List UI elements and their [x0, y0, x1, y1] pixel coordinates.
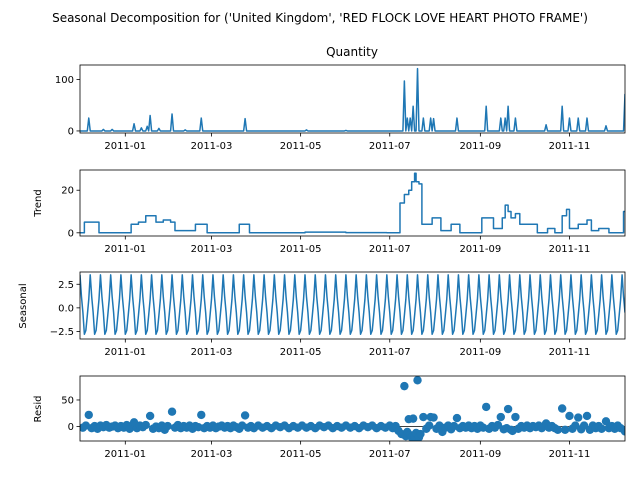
resid-point — [574, 413, 583, 422]
quantity-panel: Quantity 0 100 2011-01 2011-03 2011-05 2011-0… — [55, 45, 626, 152]
y-tick-label: 20 — [61, 186, 74, 197]
plot-area — [80, 274, 625, 336]
x-tick-label: 2011-07 — [369, 244, 411, 255]
x-tick-label: 2011-03 — [191, 141, 233, 152]
resid-point — [560, 425, 570, 435]
y-tick-label: 0.0 — [58, 303, 74, 314]
resid-point — [601, 417, 611, 426]
resid-point — [557, 404, 567, 413]
y-tick-label: 2.5 — [58, 280, 74, 291]
x-tick-label: 2011-11 — [549, 244, 591, 255]
resid-point — [553, 425, 562, 435]
series-line — [80, 274, 625, 336]
resid-point — [496, 412, 505, 422]
x-tick-label: 2011-05 — [280, 449, 322, 460]
y-tick-label: 0 — [68, 422, 74, 433]
resid-point — [425, 421, 434, 430]
resid-point — [565, 411, 574, 421]
trend-panel: Trend 0 20 2011-01 2011-03 2011-05 2011-07 201… — [33, 169, 626, 255]
resid-point — [240, 411, 250, 420]
resid-point — [493, 420, 503, 430]
resid-point — [141, 420, 150, 430]
y-tick-label: 100 — [55, 75, 74, 86]
resid-point — [145, 411, 155, 421]
resid-point — [197, 410, 206, 420]
axes-frame — [79, 64, 626, 134]
plot-area — [80, 172, 625, 234]
resid-point — [503, 404, 513, 414]
series-line — [80, 172, 625, 234]
x-tick-label: 2011-09 — [459, 244, 501, 255]
x-tick-label: 2011-07 — [369, 141, 411, 152]
y-tick-label: 0 — [68, 126, 74, 137]
resid-panel: Resid 0 50 2011-01 2011-03 2011-05 2011-07 201… — [33, 375, 626, 460]
resid-point — [84, 410, 93, 420]
x-tick-label: 2011-05 — [280, 244, 322, 255]
x-tick-label: 2011-07 — [369, 347, 411, 358]
resid-point — [419, 412, 428, 422]
x-tick-label: 2011-09 — [459, 449, 501, 460]
x-tick-label: 2011-01 — [104, 141, 146, 152]
quantity-panel-title: Quantity — [326, 45, 378, 59]
trend-axis-label: Trend — [33, 189, 44, 217]
y-tick-label: −2.5 — [50, 327, 74, 338]
figure-suptitle: Seasonal Decomposition for ('United King… — [52, 11, 588, 25]
resid-point — [125, 424, 134, 433]
seasonal-axis-label: Seasonal — [18, 283, 29, 328]
resid-point — [163, 421, 172, 431]
x-tick-label: 2011-03 — [191, 449, 233, 460]
resid-point — [413, 376, 422, 385]
x-tick-label: 2011-01 — [104, 347, 146, 358]
resid-point — [408, 414, 418, 423]
seasonal-panel: Seasonal −2.5 0.0 2.5 2011-01 2011-03 2011-05… — [18, 271, 626, 358]
plot-area — [80, 67, 625, 132]
axes-frame — [79, 375, 626, 442]
axes-frame — [79, 169, 626, 237]
x-tick-label: 2011-11 — [549, 347, 591, 358]
resid-point — [400, 381, 409, 391]
resid-point — [416, 429, 425, 439]
resid-point — [597, 424, 606, 433]
x-tick-label: 2011-05 — [280, 141, 322, 152]
resid-point — [429, 413, 438, 422]
axes-frame — [79, 271, 626, 340]
x-tick-label: 2011-05 — [280, 347, 322, 358]
x-tick-label: 2011-11 — [549, 449, 591, 460]
x-tick-label: 2011-11 — [549, 141, 591, 152]
x-tick-label: 2011-09 — [459, 347, 501, 358]
plot-area — [80, 376, 625, 441]
x-tick-label: 2011-01 — [104, 449, 146, 460]
y-tick-label: 50 — [61, 395, 74, 406]
resid-axis-label: Resid — [33, 396, 44, 423]
x-tick-label: 2011-09 — [459, 141, 501, 152]
resid-point — [511, 412, 520, 422]
resid-point — [579, 421, 589, 430]
resid-point — [167, 407, 177, 416]
resid-point — [481, 402, 491, 412]
x-tick-label: 2011-07 — [369, 449, 411, 460]
y-tick-label: 0 — [68, 228, 74, 239]
x-tick-label: 2011-03 — [191, 347, 233, 358]
resid-point — [620, 427, 625, 436]
resid-point — [582, 411, 592, 421]
resid-point — [452, 413, 462, 423]
series-line — [80, 67, 625, 132]
x-tick-label: 2011-01 — [104, 244, 146, 255]
x-tick-label: 2011-03 — [191, 244, 233, 255]
